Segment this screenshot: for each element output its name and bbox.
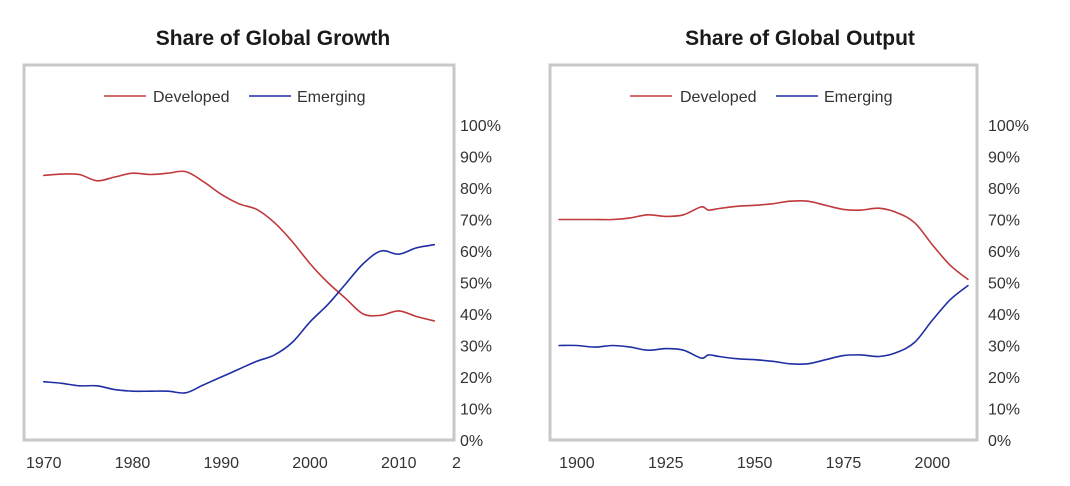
growth-y-tick-label: 70% bbox=[460, 213, 492, 230]
growth-chart-title: Share of Global Growth bbox=[156, 27, 391, 50]
output-y-tick-label: 40% bbox=[988, 307, 1020, 324]
growth-y-tick-label: 80% bbox=[460, 181, 492, 198]
output-y-tick-label: 90% bbox=[988, 150, 1020, 167]
growth-x-tick-label: 2010 bbox=[381, 455, 417, 472]
growth-y-tick-label: 10% bbox=[460, 402, 492, 419]
output-legend: Developed Emerging bbox=[630, 89, 892, 106]
output-y-tick-label: 30% bbox=[988, 339, 1020, 356]
growth-y-tick-label: 0% bbox=[460, 433, 483, 450]
output-y-tick-label: 10% bbox=[988, 402, 1020, 419]
output-y-axis: 100% 90% 80% 70% 60% 50% 40% 30% 20% 10% 0% bbox=[988, 118, 1029, 450]
output-chart-title: Share of Global Output bbox=[685, 27, 915, 50]
output-x-tick-label: 1925 bbox=[648, 455, 684, 472]
growth-plot-frame bbox=[22, 63, 456, 442]
growth-developed-line bbox=[43, 170, 436, 322]
growth-y-axis: 100% 90% 80% 70% 60% 50% 40% 30% 20% 10% 0% bbox=[460, 118, 501, 450]
growth-x-axis: 1970 1980 1990 2000 2010 2 bbox=[26, 455, 461, 472]
growth-y-tick-label: 40% bbox=[460, 307, 492, 324]
output-series bbox=[558, 199, 969, 366]
output-x-tick-label: 1975 bbox=[826, 455, 862, 472]
growth-series bbox=[43, 170, 436, 394]
growth-y-tick-label: 30% bbox=[460, 339, 492, 356]
growth-y-tick-label: 20% bbox=[460, 370, 492, 387]
output-legend-emerging-label: Emerging bbox=[824, 89, 892, 106]
growth-legend-developed-label: Developed bbox=[153, 89, 230, 106]
growth-legend: Developed Emerging bbox=[104, 89, 365, 106]
output-legend-developed-label: Developed bbox=[680, 89, 757, 106]
output-y-tick-label: 50% bbox=[988, 276, 1020, 293]
output-y-tick-label: 80% bbox=[988, 181, 1020, 198]
growth-x-tick-label: 1980 bbox=[115, 455, 151, 472]
growth-x-tick-label: 2 bbox=[452, 455, 461, 472]
growth-legend-emerging-label: Emerging bbox=[297, 89, 365, 106]
growth-x-tick-label: 1970 bbox=[26, 455, 62, 472]
output-y-tick-label: 70% bbox=[988, 213, 1020, 230]
output-chart: Share of Global Output Developed Emergin… bbox=[548, 27, 1029, 472]
output-emerging-line bbox=[558, 284, 969, 366]
output-y-tick-label: 20% bbox=[988, 370, 1020, 387]
growth-y-tick-label: 100% bbox=[460, 118, 501, 135]
output-x-axis: 1900 1925 1950 1975 2000 bbox=[559, 455, 950, 472]
growth-chart: Share of Global Growth Developed Emergin… bbox=[22, 27, 501, 472]
output-y-tick-label: 100% bbox=[988, 118, 1029, 135]
output-plot-frame bbox=[548, 63, 979, 442]
growth-y-tick-label: 60% bbox=[460, 244, 492, 261]
growth-x-tick-label: 2000 bbox=[292, 455, 328, 472]
growth-emerging-line bbox=[43, 243, 436, 394]
growth-x-tick-label: 1990 bbox=[203, 455, 239, 472]
output-y-tick-label: 0% bbox=[988, 433, 1011, 450]
output-x-tick-label: 1900 bbox=[559, 455, 595, 472]
output-y-tick-label: 60% bbox=[988, 244, 1020, 261]
growth-y-tick-label: 50% bbox=[460, 276, 492, 293]
output-x-tick-label: 2000 bbox=[915, 455, 951, 472]
output-x-tick-label: 1950 bbox=[737, 455, 773, 472]
output-developed-line bbox=[558, 199, 969, 281]
growth-y-tick-label: 90% bbox=[460, 150, 492, 167]
